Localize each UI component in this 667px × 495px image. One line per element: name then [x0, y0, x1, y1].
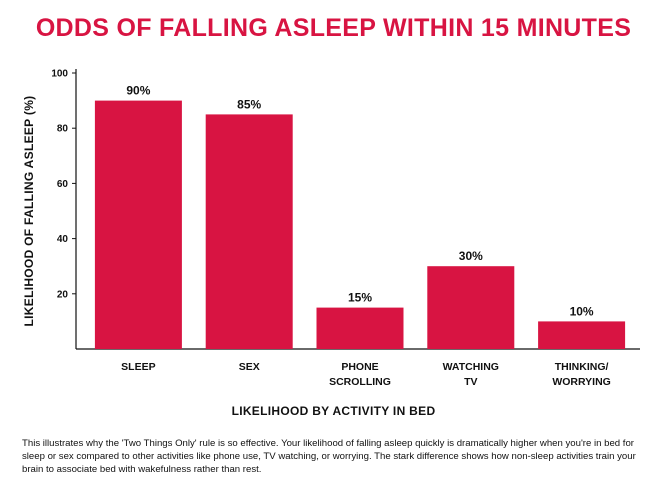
bar [94, 100, 182, 349]
bar-data-label: 85% [237, 97, 261, 111]
x-category-label: SLEEP [121, 361, 155, 373]
x-category-label: WORRYING [552, 376, 611, 388]
chart-caption: This illustrates why the 'Two Things Onl… [22, 438, 636, 475]
y-tick-label: 100 [51, 69, 68, 80]
bar [427, 266, 515, 349]
y-tick-label: 20 [57, 289, 69, 300]
bar-data-label: 15% [348, 291, 372, 305]
x-category-label: TV [464, 376, 477, 388]
bar [538, 321, 626, 349]
x-category-label: SCROLLING [329, 376, 391, 388]
y-tick-label: 40 [57, 234, 69, 245]
bar [316, 307, 404, 349]
x-category-label: SEX [239, 361, 260, 373]
bar [205, 114, 293, 350]
x-axis-label: LIKELIHOOD BY ACTIVITY IN BED [231, 404, 436, 418]
chart-title: ODDS OF FALLING ASLEEP WITHIN 15 MINUTES [35, 14, 632, 42]
bar-data-label: 10% [570, 304, 594, 318]
x-category-label: PHONE [341, 361, 378, 373]
x-category-label: THINKING/ [555, 361, 609, 373]
y-axis-label: LIKELIHOOD OF FALLING ASLEEP (%) [22, 96, 36, 327]
bar-data-label: 90% [126, 84, 150, 98]
y-tick-label: 60 [57, 179, 69, 190]
y-tick-label: 80 [57, 124, 69, 135]
x-category-label: WATCHING [443, 361, 499, 373]
bar-data-label: 30% [459, 249, 483, 263]
